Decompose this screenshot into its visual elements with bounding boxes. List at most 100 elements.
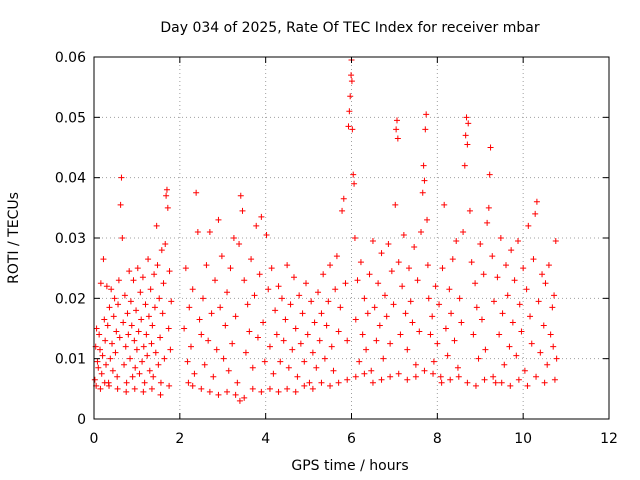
data-point (395, 259, 402, 266)
data-point (246, 328, 253, 335)
data-point (150, 373, 157, 380)
y-tick-label: 0.01 (55, 352, 86, 368)
data-point (115, 301, 122, 308)
data-point (350, 171, 357, 178)
data-point (507, 382, 514, 389)
data-point (316, 337, 323, 344)
data-point (189, 382, 196, 389)
axis-ticks: 0 2 4 6 8 10 12 0 0.01 0.02 0.03 0.04 0.05 0.06 (55, 50, 618, 447)
data-point (157, 391, 164, 398)
data-point (266, 385, 273, 392)
data-point (351, 235, 358, 241)
data-point (535, 298, 542, 305)
data-point (301, 358, 308, 365)
data-point (425, 295, 432, 302)
data-point (492, 379, 499, 386)
data-point (309, 385, 316, 392)
data-point (451, 337, 458, 344)
data-point (458, 319, 465, 326)
data-point (348, 72, 355, 79)
y-tick-label: 0.02 (55, 291, 86, 307)
data-point (354, 277, 361, 284)
data-point (363, 346, 370, 353)
data-point (473, 304, 480, 311)
data-point (545, 262, 552, 269)
data-point (116, 334, 123, 341)
data-point (134, 265, 141, 272)
data-point (475, 355, 482, 362)
data-point (485, 204, 492, 211)
data-point (351, 180, 358, 187)
data-point (142, 301, 149, 308)
data-point (424, 262, 431, 269)
data-point (364, 310, 371, 317)
data-point (161, 355, 168, 362)
data-point (524, 382, 531, 389)
data-point (115, 277, 122, 284)
data-point (421, 177, 428, 184)
data-point (277, 358, 284, 365)
data-point (539, 271, 546, 278)
data-point (284, 385, 291, 392)
data-point (547, 331, 554, 338)
data-point (348, 78, 355, 85)
data-point (515, 376, 522, 383)
data-point (552, 238, 559, 245)
data-point (361, 370, 368, 377)
data-point (387, 340, 394, 347)
data-point (167, 346, 174, 353)
data-point (470, 331, 477, 338)
data-point (270, 370, 277, 377)
x-tick-label: 2 (175, 431, 184, 447)
data-point (333, 253, 340, 260)
data-point (140, 343, 147, 350)
data-point (361, 295, 368, 302)
data-point (480, 271, 487, 278)
data-point (101, 316, 108, 323)
data-point (139, 274, 146, 281)
data-point (438, 379, 445, 386)
data-point (423, 111, 430, 118)
data-point (127, 355, 134, 362)
data-point (224, 289, 231, 296)
data-point (94, 358, 101, 365)
data-point (217, 304, 224, 311)
data-point (390, 301, 397, 308)
data-point (128, 322, 135, 329)
data-point (376, 322, 383, 329)
data-point (143, 331, 150, 338)
data-point (166, 382, 173, 389)
data-point (533, 373, 540, 380)
data-point (366, 271, 373, 278)
data-point (122, 343, 129, 350)
x-tick-label: 6 (347, 431, 356, 447)
data-point (203, 262, 210, 269)
data-point (420, 162, 427, 169)
data-point (137, 289, 144, 296)
data-point (393, 117, 400, 124)
data-point (328, 343, 335, 350)
data-point (430, 370, 437, 377)
data-point (138, 316, 145, 323)
data-point (427, 331, 434, 338)
data-point (412, 361, 419, 368)
data-point (454, 364, 461, 371)
data-point (289, 346, 296, 353)
data-point (321, 355, 328, 362)
data-point (411, 244, 418, 251)
data-point (347, 93, 354, 100)
data-point (100, 256, 107, 263)
data-point (119, 235, 126, 241)
data-point (200, 295, 207, 302)
data-point (463, 114, 470, 121)
data-point (551, 292, 558, 299)
data-point (325, 298, 332, 305)
data-point (447, 376, 454, 383)
data-point (232, 391, 239, 398)
data-point (369, 379, 376, 386)
data-point (453, 238, 460, 245)
data-point (352, 373, 359, 380)
data-point (518, 328, 525, 335)
data-point (109, 367, 116, 374)
data-point (101, 379, 108, 386)
